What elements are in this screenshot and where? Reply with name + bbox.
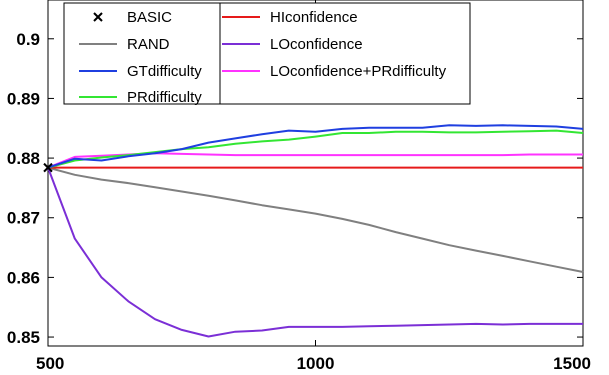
y-tick-label: 0.9 (16, 30, 40, 49)
y-tick-label: 0.86 (7, 268, 40, 287)
series-line-rand (47, 166, 584, 273)
legend-item-prdifficulty: PRdifficulty (79, 89, 202, 106)
legend-item-basic: BASIC (93, 9, 172, 26)
y-tick-label: 0.87 (7, 209, 40, 228)
legend-item-hiconfidence: HIconfidence (222, 9, 358, 26)
legend-label: RAND (127, 36, 170, 53)
y-tick-label: 0.85 (7, 328, 40, 347)
legend-item-loconfidence: LOconfidence (222, 36, 363, 53)
x-tick-label: 1000 (297, 354, 335, 373)
legend: BASIC RAND GTdifficulty PRdifficulty HIconfi… (63, 2, 471, 106)
series-line-loconfidence (47, 167, 583, 338)
legend-label: PRdifficulty (127, 89, 202, 106)
legend-label: LOconfidence+PRdifficulty (270, 63, 447, 80)
series-line-prdifficulty (47, 129, 584, 169)
legend-item-gtdifficulty: GTdifficulty (79, 63, 202, 80)
legend-item-loconfidence-prdifficulty: LOconfidence+PRdifficulty (222, 63, 447, 80)
legend-label: BASIC (127, 9, 172, 26)
series-layer (47, 124, 584, 338)
y-tick-label: 0.88 (7, 149, 40, 168)
series-line-gtdifficulty (47, 124, 584, 169)
legend-item-rand: RAND (79, 36, 170, 53)
y-tick-label: 0.89 (7, 89, 40, 108)
basic-marker (43, 162, 53, 173)
legend-label: GTdifficulty (127, 63, 202, 80)
tick-layer: 0.85 0.86 0.87 0.88 0.89 0.9 500 1000 1500 (7, 0, 591, 373)
legend-box (63, 2, 471, 105)
x-tick-label: 1500 (553, 354, 591, 373)
x-tick-label: 500 (36, 354, 64, 373)
legend-label: LOconfidence (270, 36, 363, 53)
marker-layer (43, 162, 53, 173)
legend-label: HIconfidence (270, 9, 358, 26)
